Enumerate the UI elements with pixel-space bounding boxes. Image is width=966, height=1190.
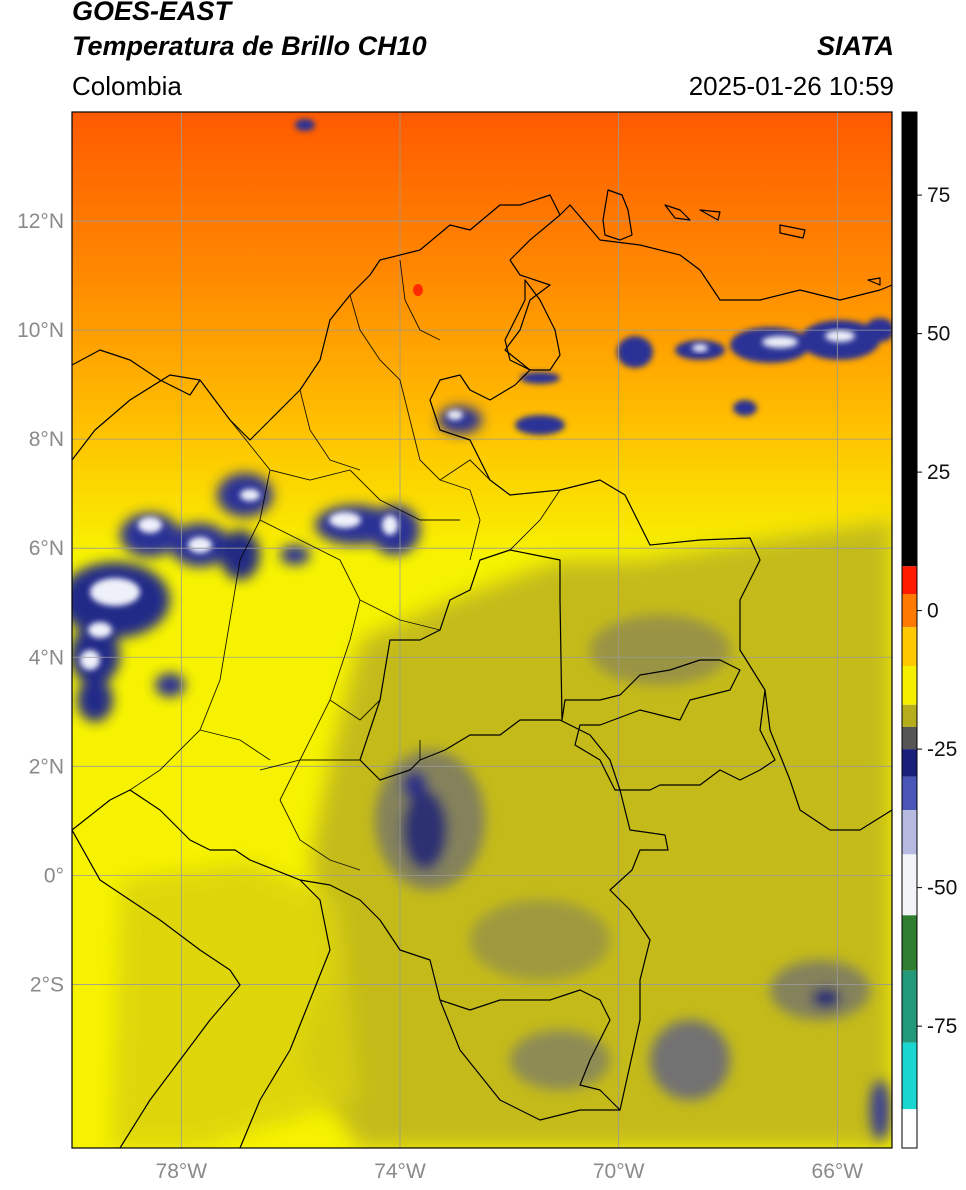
lat-tick-label: 8°N	[29, 428, 64, 451]
figure-title-product: Temperatura de Brillo CH10	[72, 31, 427, 61]
colorbar-segment	[902, 726, 917, 750]
agency-label: SIATA	[817, 31, 894, 61]
colorbar-segment	[902, 112, 917, 567]
colorbar-segment	[902, 666, 917, 705]
cool-cloud-patches	[375, 615, 890, 1140]
venezuela-brazil-border	[764, 689, 892, 831]
colorbar-tick-label: 0	[927, 600, 939, 623]
colorbar-segment	[902, 1109, 917, 1148]
lat-tick-label: 0°	[44, 864, 64, 887]
colorbar-frame	[901, 111, 918, 1149]
colorbar-segment	[902, 1042, 917, 1110]
south-border	[439, 999, 620, 1121]
colorbar-segment	[902, 627, 917, 667]
peru-ecuador-border	[72, 829, 241, 1148]
department-borders	[129, 259, 561, 871]
olive-land-field	[300, 520, 892, 1148]
lat-tick-label: 10°N	[17, 319, 64, 342]
islands-north	[602, 189, 881, 286]
ecuador-peru-border	[239, 879, 331, 1148]
colorbar-segment	[902, 970, 917, 1043]
latitude-ticks: 12°N 10°N 8°N 6°N 4°N 2°N 0° 2°S	[17, 210, 64, 996]
lat-tick-label: 2°N	[29, 755, 64, 778]
maracaibo-lake	[504, 279, 561, 371]
colorbar-ticks: 75 50 25 0 -25 -50 -75	[917, 184, 957, 1038]
colorbar-tick-label: -25	[927, 738, 957, 761]
colorbar-segment	[902, 566, 917, 594]
panama-coast	[72, 349, 201, 396]
colorbar-segment	[902, 810, 917, 855]
colorbar-tick-label: -75	[927, 1015, 957, 1038]
colorbar	[902, 112, 917, 1148]
lat-tick-label: 6°N	[29, 537, 64, 560]
gridlines	[72, 112, 892, 1148]
hot-spot	[413, 284, 423, 296]
colorbar-segment	[902, 776, 917, 811]
lat-tick-label: 4°N	[29, 646, 64, 669]
lon-tick-label: 78°W	[156, 1160, 208, 1183]
colorbar-segment	[902, 854, 917, 916]
olive-land-field-west	[110, 860, 360, 1148]
longitude-ticks: 78°W 74°W 70°W 66°W	[156, 1160, 864, 1183]
colorbar-segment	[902, 749, 917, 777]
timestamp: 2025-01-26 10:59	[688, 71, 894, 101]
colorbar-segment	[902, 593, 917, 628]
map-border	[71, 111, 893, 1149]
lat-tick-label: 12°N	[17, 210, 64, 233]
borders-and-coastline	[72, 189, 892, 1148]
colombia-outline	[72, 194, 776, 1111]
colorbar-tick-label: 50	[927, 323, 950, 346]
lat-tick-label: 2°S	[30, 973, 64, 996]
map-frame	[72, 112, 892, 1148]
lon-tick-label: 74°W	[374, 1160, 426, 1183]
venezuela-coast	[559, 204, 892, 301]
colorbar-segment	[902, 915, 917, 971]
lon-tick-label: 70°W	[593, 1160, 645, 1183]
colorbar-tick-label: -50	[927, 877, 957, 900]
colorbar-tick-label: 75	[927, 184, 950, 207]
pacific-deep-convection	[72, 406, 482, 722]
colorbar-tick-label: 25	[927, 461, 950, 484]
figure-region: Colombia	[72, 71, 182, 101]
colorbar-segment	[902, 704, 917, 727]
figure-title-satellite: GOES-EAST	[72, 0, 232, 26]
lon-tick-label: 66°W	[812, 1160, 864, 1183]
